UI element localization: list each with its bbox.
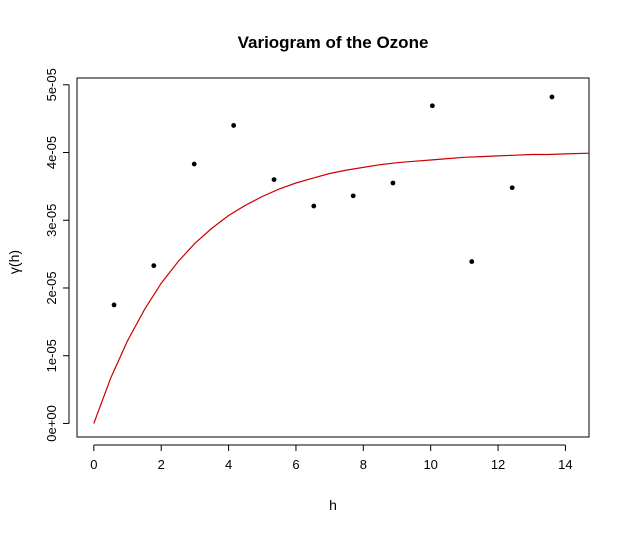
y-axis: 0e+00 1e-05 2e-05 3e-05 4e-05 5e-05: [44, 68, 70, 442]
data-point: [429, 103, 435, 109]
chart-title: Variogram of the Ozone: [238, 33, 429, 52]
y-tick-label: 1e-05: [44, 339, 59, 372]
x-tick-label: 6: [292, 457, 299, 472]
x-tick-label: 8: [360, 457, 367, 472]
data-point: [151, 263, 157, 269]
data-points-layer: [111, 94, 555, 308]
data-point: [311, 203, 317, 209]
x-axis: 0 2 4 6 8 10 12 14: [90, 444, 573, 472]
data-point: [191, 161, 197, 167]
data-point: [350, 193, 356, 199]
data-point: [271, 177, 277, 183]
fitted-variogram-curve: [93, 152, 590, 424]
y-tick-label: 4e-05: [44, 136, 59, 169]
y-tick-label: 5e-05: [44, 68, 59, 101]
y-tick-label: 2e-05: [44, 271, 59, 304]
x-tick-label: 10: [423, 457, 437, 472]
x-tick-label: 14: [558, 457, 572, 472]
data-point: [111, 302, 117, 308]
y-axis-label: γ(h): [6, 250, 22, 274]
y-tick-label: 3e-05: [44, 204, 59, 237]
data-point: [469, 259, 475, 264]
x-tick-label: 0: [90, 457, 97, 472]
data-point: [549, 94, 555, 100]
x-tick-label: 4: [225, 457, 232, 472]
x-axis-label: h: [329, 497, 337, 513]
x-tick-label: 2: [158, 457, 165, 472]
data-point: [231, 123, 237, 128]
data-point: [509, 185, 515, 191]
y-tick-label: 0e+00: [44, 405, 59, 442]
data-point: [390, 180, 396, 186]
x-tick-label: 12: [491, 457, 505, 472]
fitted-curve-layer: [93, 152, 590, 424]
plot-frame: [76, 77, 590, 438]
